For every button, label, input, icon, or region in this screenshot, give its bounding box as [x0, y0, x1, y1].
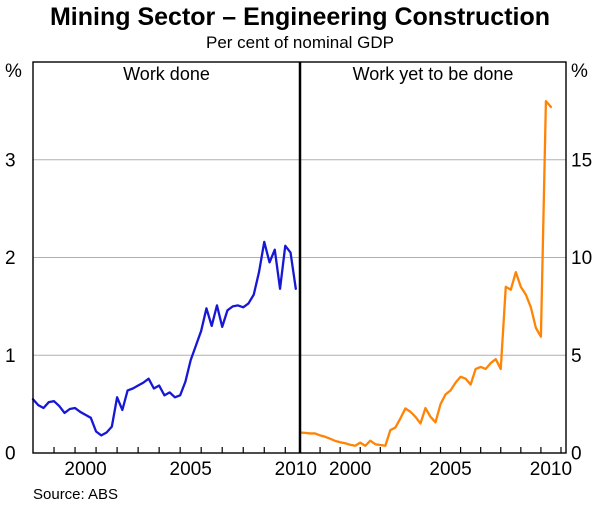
y-axis-label-left-3: 3: [5, 150, 16, 171]
source-note: Source: ABS: [33, 486, 119, 503]
x-axis-label-left-2000: 2000: [64, 459, 106, 480]
work-yet-to-be-done-line: [298, 99, 553, 447]
y-axis-label-left-1: 1: [5, 346, 16, 367]
panel-label-work-done: Work done: [123, 64, 210, 84]
y-axis-label-right-15: 15: [571, 150, 592, 171]
x-axis-label-right-2010: 2010: [530, 459, 572, 480]
x-axis-label-right-2000: 2000: [329, 459, 371, 480]
chart-subtitle: Per cent of nominal GDP: [205, 33, 395, 52]
y-axis-label-right-0: 0: [571, 444, 582, 465]
x-axis-label-left-2005: 2005: [170, 459, 212, 480]
y-axis-label-right-5: 5: [571, 346, 582, 367]
chart-title: Mining Sector – Engineering Construction: [49, 3, 551, 31]
y-axis-label-right-10: 10: [571, 248, 592, 269]
y-axis-unit-left: %: [5, 61, 22, 82]
x-axis-label-right-2005: 2005: [429, 459, 471, 480]
x-axis-label-left-2010: 2010: [275, 459, 317, 480]
y-axis-label-left-2: 2: [5, 248, 16, 269]
work-done-line: [31, 240, 297, 437]
y-axis-unit-right: %: [571, 61, 588, 82]
panel-label-work-yet-to-be-done: Work yet to be done: [352, 64, 514, 84]
y-axis-label-left-0: 0: [5, 444, 16, 465]
